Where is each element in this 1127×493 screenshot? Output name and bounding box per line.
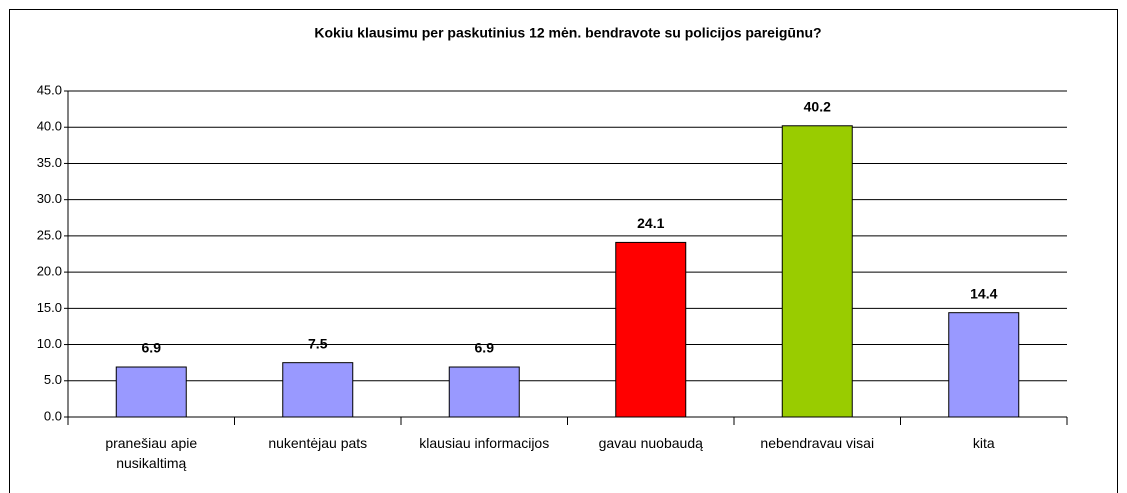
value-label: 40.2 [804, 98, 831, 114]
bar [282, 362, 354, 418]
y-tick-label: 35.0 [37, 155, 62, 170]
value-label: 7.5 [308, 335, 328, 351]
y-tick-label: 15.0 [37, 300, 62, 315]
y-tick-label: 45.0 [37, 82, 62, 97]
y-tick-label: 25.0 [37, 227, 62, 242]
value-label: 14.4 [970, 285, 997, 301]
bar [615, 241, 687, 418]
value-label: 24.1 [637, 215, 664, 231]
bar [115, 366, 187, 418]
y-tick-label: 40.0 [37, 119, 62, 134]
x-tick-label: klausiau informacijos [419, 435, 550, 451]
y-tick-label: 5.0 [44, 372, 62, 387]
x-tick-label: nebendravau visai [760, 435, 875, 451]
value-label: 6.9 [475, 340, 495, 356]
x-tick-label: pranešiau apie nusikaltimą [105, 435, 198, 471]
y-tick-label: 10.0 [37, 336, 62, 351]
chart-title: Kokiu klausimu per paskutinius 12 mėn. b… [314, 25, 821, 41]
y-tick-label: 30.0 [37, 191, 62, 206]
chart-frame [9, 9, 1118, 493]
x-tick-label: gavau nuobaudą [598, 435, 703, 451]
x-tick-label: kita [972, 435, 995, 451]
x-tick-label: nukentėjau pats [268, 435, 368, 451]
bar [448, 366, 520, 418]
y-tick-label: 0.0 [44, 408, 62, 423]
bar [781, 125, 853, 418]
bar [948, 312, 1020, 418]
value-label: 6.9 [142, 340, 162, 356]
y-tick-label: 20.0 [37, 264, 62, 279]
